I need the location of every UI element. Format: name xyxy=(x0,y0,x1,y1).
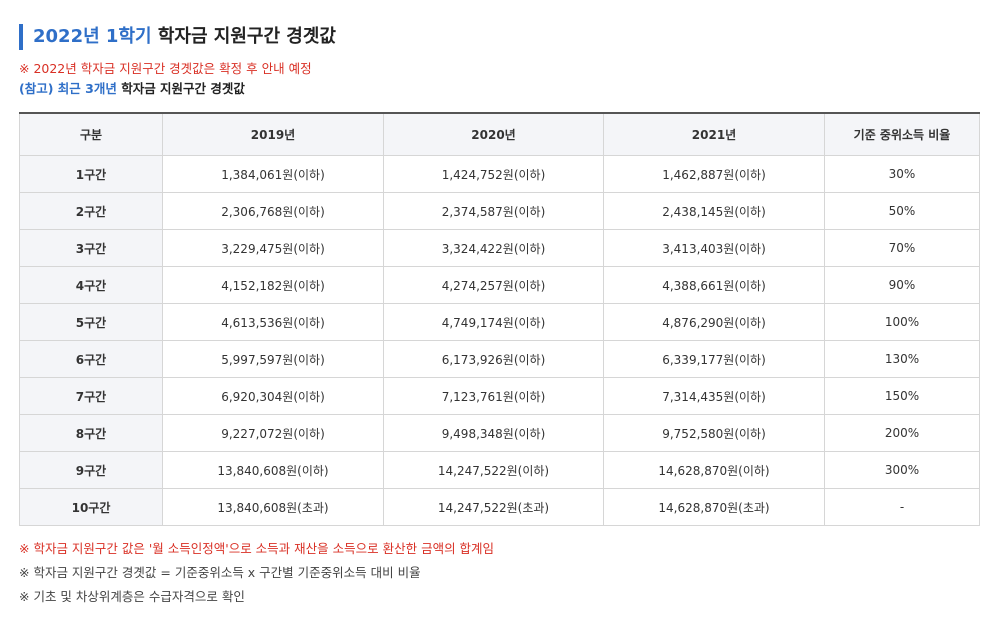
table-cell: 13,840,608원(초과) xyxy=(162,488,384,526)
table-cell: 70% xyxy=(824,229,980,267)
footnote-income-definition: ※ 학자금 지원구간 값은 '월 소득인정액'으로 소득과 재산을 소득으로 환… xyxy=(19,541,495,556)
table-cell: 7,123,761원(이하) xyxy=(383,377,604,415)
table-cell: 2,374,587원(이하) xyxy=(383,192,604,230)
table-header-row: 구분 2019년 2020년 2021년 기준 중위소득 비율 xyxy=(19,112,980,156)
table-cell: 200% xyxy=(824,414,980,452)
table-cell: 4,613,536원(이하) xyxy=(162,303,384,341)
reference-text: 학자금 지원구간 경곗값 xyxy=(121,81,245,96)
table-cell: 100% xyxy=(824,303,980,341)
table-row: 2구간 2,306,768원(이하) 2,374,587원(이하) 2,438,… xyxy=(19,192,980,230)
row-label: 9구간 xyxy=(19,451,163,489)
row-label: 3구간 xyxy=(19,229,163,267)
table-cell: - xyxy=(824,488,980,526)
column-header: 2020년 xyxy=(383,112,604,156)
table-row: 4구간 4,152,182원(이하) 4,274,257원(이하) 4,388,… xyxy=(19,266,980,304)
table-cell: 13,840,608원(이하) xyxy=(162,451,384,489)
table-cell: 2,438,145원(이하) xyxy=(603,192,825,230)
table-cell: 9,498,348원(이하) xyxy=(383,414,604,452)
table-cell: 300% xyxy=(824,451,980,489)
column-header: 구분 xyxy=(19,112,163,156)
table-cell: 6,339,177원(이하) xyxy=(603,340,825,378)
row-label: 1구간 xyxy=(19,155,163,193)
table-cell: 9,227,072원(이하) xyxy=(162,414,384,452)
page-title-highlight: 2022년 1학기 xyxy=(33,26,152,47)
table-cell: 6,173,926원(이하) xyxy=(383,340,604,378)
table-cell: 2,306,768원(이하) xyxy=(162,192,384,230)
table-cell: 9,752,580원(이하) xyxy=(603,414,825,452)
page-title: 2022년 1학기 학자금 지원구간 경곗값 xyxy=(19,24,336,50)
table-row: 6구간 5,997,597원(이하) 6,173,926원(이하) 6,339,… xyxy=(19,340,980,378)
table-cell: 4,152,182원(이하) xyxy=(162,266,384,304)
table-cell: 4,388,661원(이하) xyxy=(603,266,825,304)
table-cell: 14,247,522원(초과) xyxy=(383,488,604,526)
table-cell: 14,628,870원(초과) xyxy=(603,488,825,526)
table-row: 8구간 9,227,072원(이하) 9,498,348원(이하) 9,752,… xyxy=(19,414,980,452)
table-cell: 1,462,887원(이하) xyxy=(603,155,825,193)
row-label: 2구간 xyxy=(19,192,163,230)
row-label: 5구간 xyxy=(19,303,163,341)
table-cell: 1,424,752원(이하) xyxy=(383,155,604,193)
row-label: 4구간 xyxy=(19,266,163,304)
reference-caption: (참고) 최근 3개년 학자금 지원구간 경곗값 xyxy=(19,80,245,98)
table-cell: 3,229,475원(이하) xyxy=(162,229,384,267)
row-label: 6구간 xyxy=(19,340,163,378)
table-row: 10구간 13,840,608원(초과) 14,247,522원(초과) 14,… xyxy=(19,488,980,526)
table-cell: 1,384,061원(이하) xyxy=(162,155,384,193)
page-title-text: 학자금 지원구간 경곗값 xyxy=(157,26,336,47)
table-cell: 150% xyxy=(824,377,980,415)
support-bracket-table: 구분 2019년 2020년 2021년 기준 중위소득 비율 1구간 1,38… xyxy=(19,112,980,526)
table-cell: 14,628,870원(이하) xyxy=(603,451,825,489)
table-cell: 4,876,290원(이하) xyxy=(603,303,825,341)
table-row: 1구간 1,384,061원(이하) 1,424,752원(이하) 1,462,… xyxy=(19,155,980,193)
notice-text: ※ 2022년 학자금 지원구간 경곗값은 확정 후 안내 예정 xyxy=(19,61,312,76)
table-cell: 7,314,435원(이하) xyxy=(603,377,825,415)
row-label: 7구간 xyxy=(19,377,163,415)
table-cell: 30% xyxy=(824,155,980,193)
table-row: 7구간 6,920,304원(이하) 7,123,761원(이하) 7,314,… xyxy=(19,377,980,415)
table-cell: 14,247,522원(이하) xyxy=(383,451,604,489)
table-cell: 50% xyxy=(824,192,980,230)
table-cell: 90% xyxy=(824,266,980,304)
table-row: 9구간 13,840,608원(이하) 14,247,522원(이하) 14,6… xyxy=(19,451,980,489)
table-cell: 3,413,403원(이하) xyxy=(603,229,825,267)
table-cell: 4,274,257원(이하) xyxy=(383,266,604,304)
table-cell: 5,997,597원(이하) xyxy=(162,340,384,378)
row-label: 10구간 xyxy=(19,488,163,526)
table-row: 3구간 3,229,475원(이하) 3,324,422원(이하) 3,413,… xyxy=(19,229,980,267)
table-row: 5구간 4,613,536원(이하) 4,749,174원(이하) 4,876,… xyxy=(19,303,980,341)
row-label: 8구간 xyxy=(19,414,163,452)
footnote-eligibility: ※ 기초 및 차상위계층은 수급자격으로 확인 xyxy=(19,589,245,604)
table-cell: 130% xyxy=(824,340,980,378)
footnote-formula: ※ 학자금 지원구간 경곗값 = 기준중위소득 x 구간별 기준중위소득 대비 … xyxy=(19,565,421,580)
reference-highlight: (참고) 최근 3개년 xyxy=(19,81,117,96)
table-cell: 6,920,304원(이하) xyxy=(162,377,384,415)
column-header: 2019년 xyxy=(162,112,384,156)
column-header: 기준 중위소득 비율 xyxy=(824,112,980,156)
table-cell: 3,324,422원(이하) xyxy=(383,229,604,267)
table-cell: 4,749,174원(이하) xyxy=(383,303,604,341)
column-header: 2021년 xyxy=(603,112,825,156)
